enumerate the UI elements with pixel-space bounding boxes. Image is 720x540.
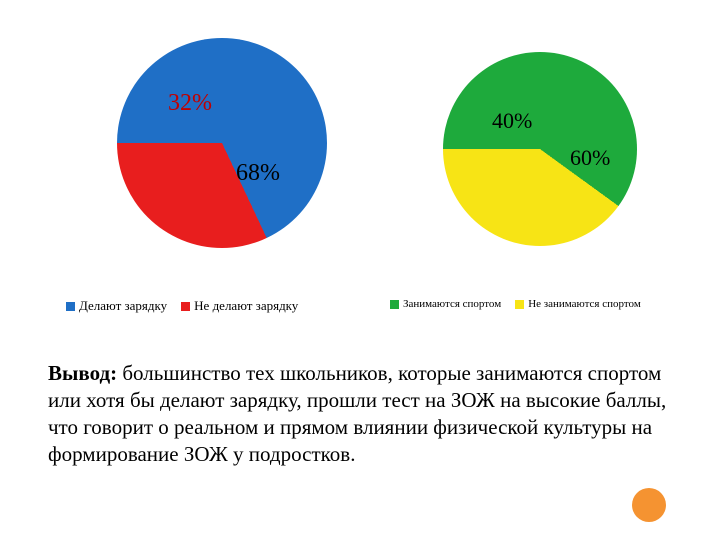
pie-chart-exercise: 68% 32% <box>117 38 327 248</box>
legend-item: Не занимаются спортом <box>515 298 641 310</box>
legend-marker-icon <box>66 302 75 311</box>
decor-circle-icon <box>632 488 666 522</box>
pie-slice-label: 60% <box>570 145 610 171</box>
legend-label: Не делают зарядку <box>194 298 298 314</box>
pie-chart-sports: 60% 40% <box>443 52 637 246</box>
legend-marker-icon <box>181 302 190 311</box>
slide: 68% 32% 60% 40% Делают зарядку Не делают за… <box>0 0 720 540</box>
pie-slice-label: 40% <box>492 108 532 134</box>
legend-item: Делают зарядку <box>66 298 167 314</box>
conclusion-label: Вывод: <box>48 361 117 385</box>
legend-label: Занимаются спортом <box>403 298 501 310</box>
legend-marker-icon <box>515 300 524 309</box>
legend-sports: Занимаются спортом Не занимаются спортом <box>390 298 655 312</box>
conclusion-body: большинство тех школьников, которые зани… <box>48 361 666 466</box>
legend-marker-icon <box>390 300 399 309</box>
legend-label: Делают зарядку <box>79 298 167 314</box>
conclusion-text: Вывод: большинство тех школьников, котор… <box>48 360 678 468</box>
pie-slice-label: 68% <box>236 160 280 187</box>
legend-item: Занимаются спортом <box>390 298 501 310</box>
pie-slice-label: 32% <box>168 90 212 117</box>
pie-disc <box>117 38 327 248</box>
legend-exercise: Делают зарядку Не делают зарядку <box>66 298 312 315</box>
legend-item: Не делают зарядку <box>181 298 298 314</box>
legend-label: Не занимаются спортом <box>528 298 641 310</box>
